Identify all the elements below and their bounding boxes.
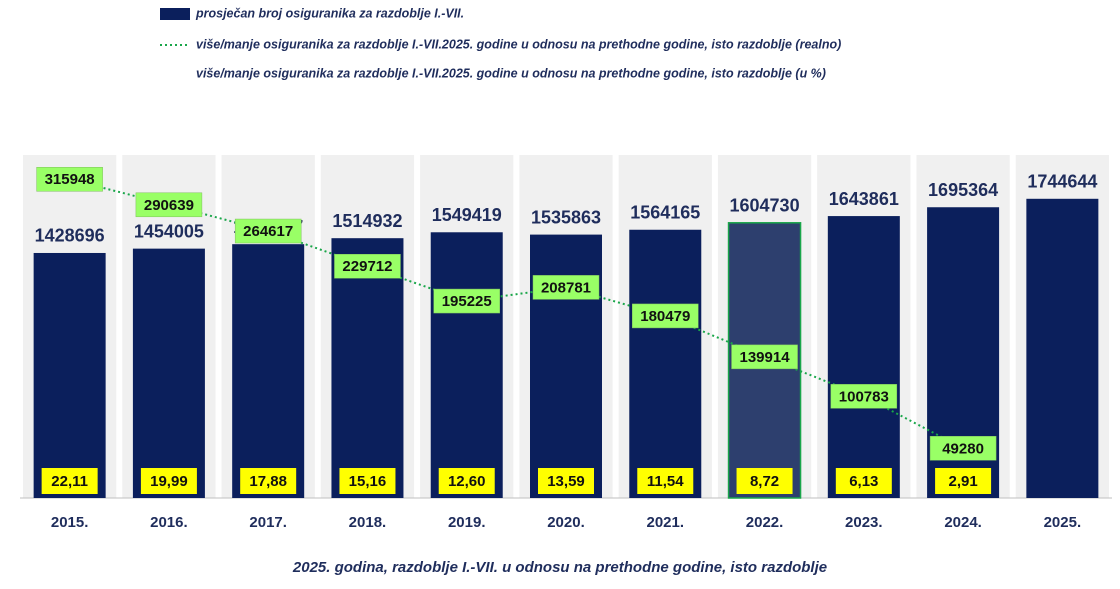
percent-label-bg — [41, 468, 98, 494]
percent-label: 22,11 — [51, 473, 88, 490]
bar — [132, 248, 205, 498]
percent-label: 19,99 — [150, 473, 188, 490]
bar — [430, 232, 503, 498]
line-label-bg — [135, 192, 203, 218]
percent-label-bg — [140, 468, 197, 494]
percent-label-bg — [935, 468, 992, 494]
line-label-bg — [532, 275, 600, 300]
line-label-bg — [731, 344, 798, 370]
line — [69, 178, 964, 450]
line-label-bg — [830, 384, 898, 409]
bar — [629, 229, 702, 498]
percent-label-bg — [538, 468, 594, 494]
bar — [232, 244, 305, 498]
line-value-label: 229712 — [342, 258, 392, 275]
bar-value-label: 1643861 — [829, 189, 899, 209]
bar-value-label: 1454005 — [134, 221, 204, 241]
legend-label: više/manje osiguranika za razdoblje I.-V… — [196, 37, 841, 51]
bar-value-label: 1514932 — [332, 211, 402, 231]
legend-label: prosječan broj osiguranika za razdoblje … — [195, 6, 464, 20]
line-value-label: 195225 — [442, 293, 492, 310]
bar-value-label: 1744644 — [1027, 172, 1097, 192]
bar — [1026, 198, 1099, 498]
percent-label: 15,16 — [349, 473, 387, 490]
bar-value-label: 1535863 — [531, 207, 601, 227]
x-tick-label: 2023. — [845, 514, 883, 531]
bar — [33, 252, 106, 498]
bar — [331, 238, 404, 499]
line-value-label: 139914 — [740, 349, 791, 366]
x-tick-label: 2020. — [547, 514, 585, 531]
percent-label: 2,91 — [948, 473, 977, 490]
legend-label: više/manje osiguranika za razdoblje I.-V… — [196, 66, 826, 80]
x-tick-label: 2015. — [51, 514, 89, 531]
line-label-bg — [929, 436, 997, 461]
x-tick-label: 2016. — [150, 514, 188, 531]
legend-swatch — [160, 8, 190, 20]
x-tick-label: 2017. — [249, 514, 287, 531]
line-label-bg — [234, 218, 302, 244]
line-value-label: 208781 — [541, 279, 591, 296]
bar-value-label: 1428696 — [35, 226, 105, 246]
bar — [530, 234, 602, 499]
line-label-bg — [433, 288, 500, 314]
percent-label-bg — [736, 468, 793, 494]
percent-label-bg — [240, 468, 297, 494]
line-value-label: 290639 — [144, 197, 194, 214]
x-tick-label: 2022. — [746, 514, 784, 531]
x-tick-label: 2025. — [1044, 514, 1082, 531]
bar-value-label: 1549419 — [432, 205, 502, 225]
percent-label-bg — [637, 468, 694, 494]
bar — [827, 216, 900, 499]
line-value-label: 100783 — [839, 388, 889, 405]
line-value-label: 49280 — [942, 440, 984, 457]
percent-label: 8,72 — [750, 473, 779, 490]
bar-value-label: 1604730 — [730, 196, 800, 216]
percent-label-bg — [339, 468, 396, 494]
x-axis-label: 2025. godina, razdoblje I.-VII. u odnosu… — [292, 559, 827, 576]
line-value-label: 180479 — [640, 308, 690, 325]
percent-label-bg — [835, 468, 892, 494]
line-label-bg — [36, 167, 103, 192]
percent-label-bg — [438, 468, 495, 494]
percent-label: 6,13 — [849, 473, 878, 490]
bar-value-label: 1695364 — [928, 180, 998, 200]
line-label-bg — [632, 303, 699, 329]
percent-label: 11,54 — [647, 473, 684, 490]
line-label-bg — [334, 254, 401, 279]
x-tick-label: 2024. — [944, 514, 982, 531]
x-tick-label: 2021. — [646, 514, 684, 531]
bar-value-label: 1564165 — [630, 202, 700, 222]
line-value-label: 315948 — [45, 171, 95, 188]
x-tick-label: 2019. — [448, 514, 486, 531]
percent-label: 17,88 — [249, 473, 287, 490]
x-tick-label: 2018. — [349, 514, 387, 531]
percent-label: 13,59 — [547, 473, 585, 490]
percent-label: 12,60 — [448, 473, 486, 490]
line-value-label: 264617 — [243, 223, 293, 240]
